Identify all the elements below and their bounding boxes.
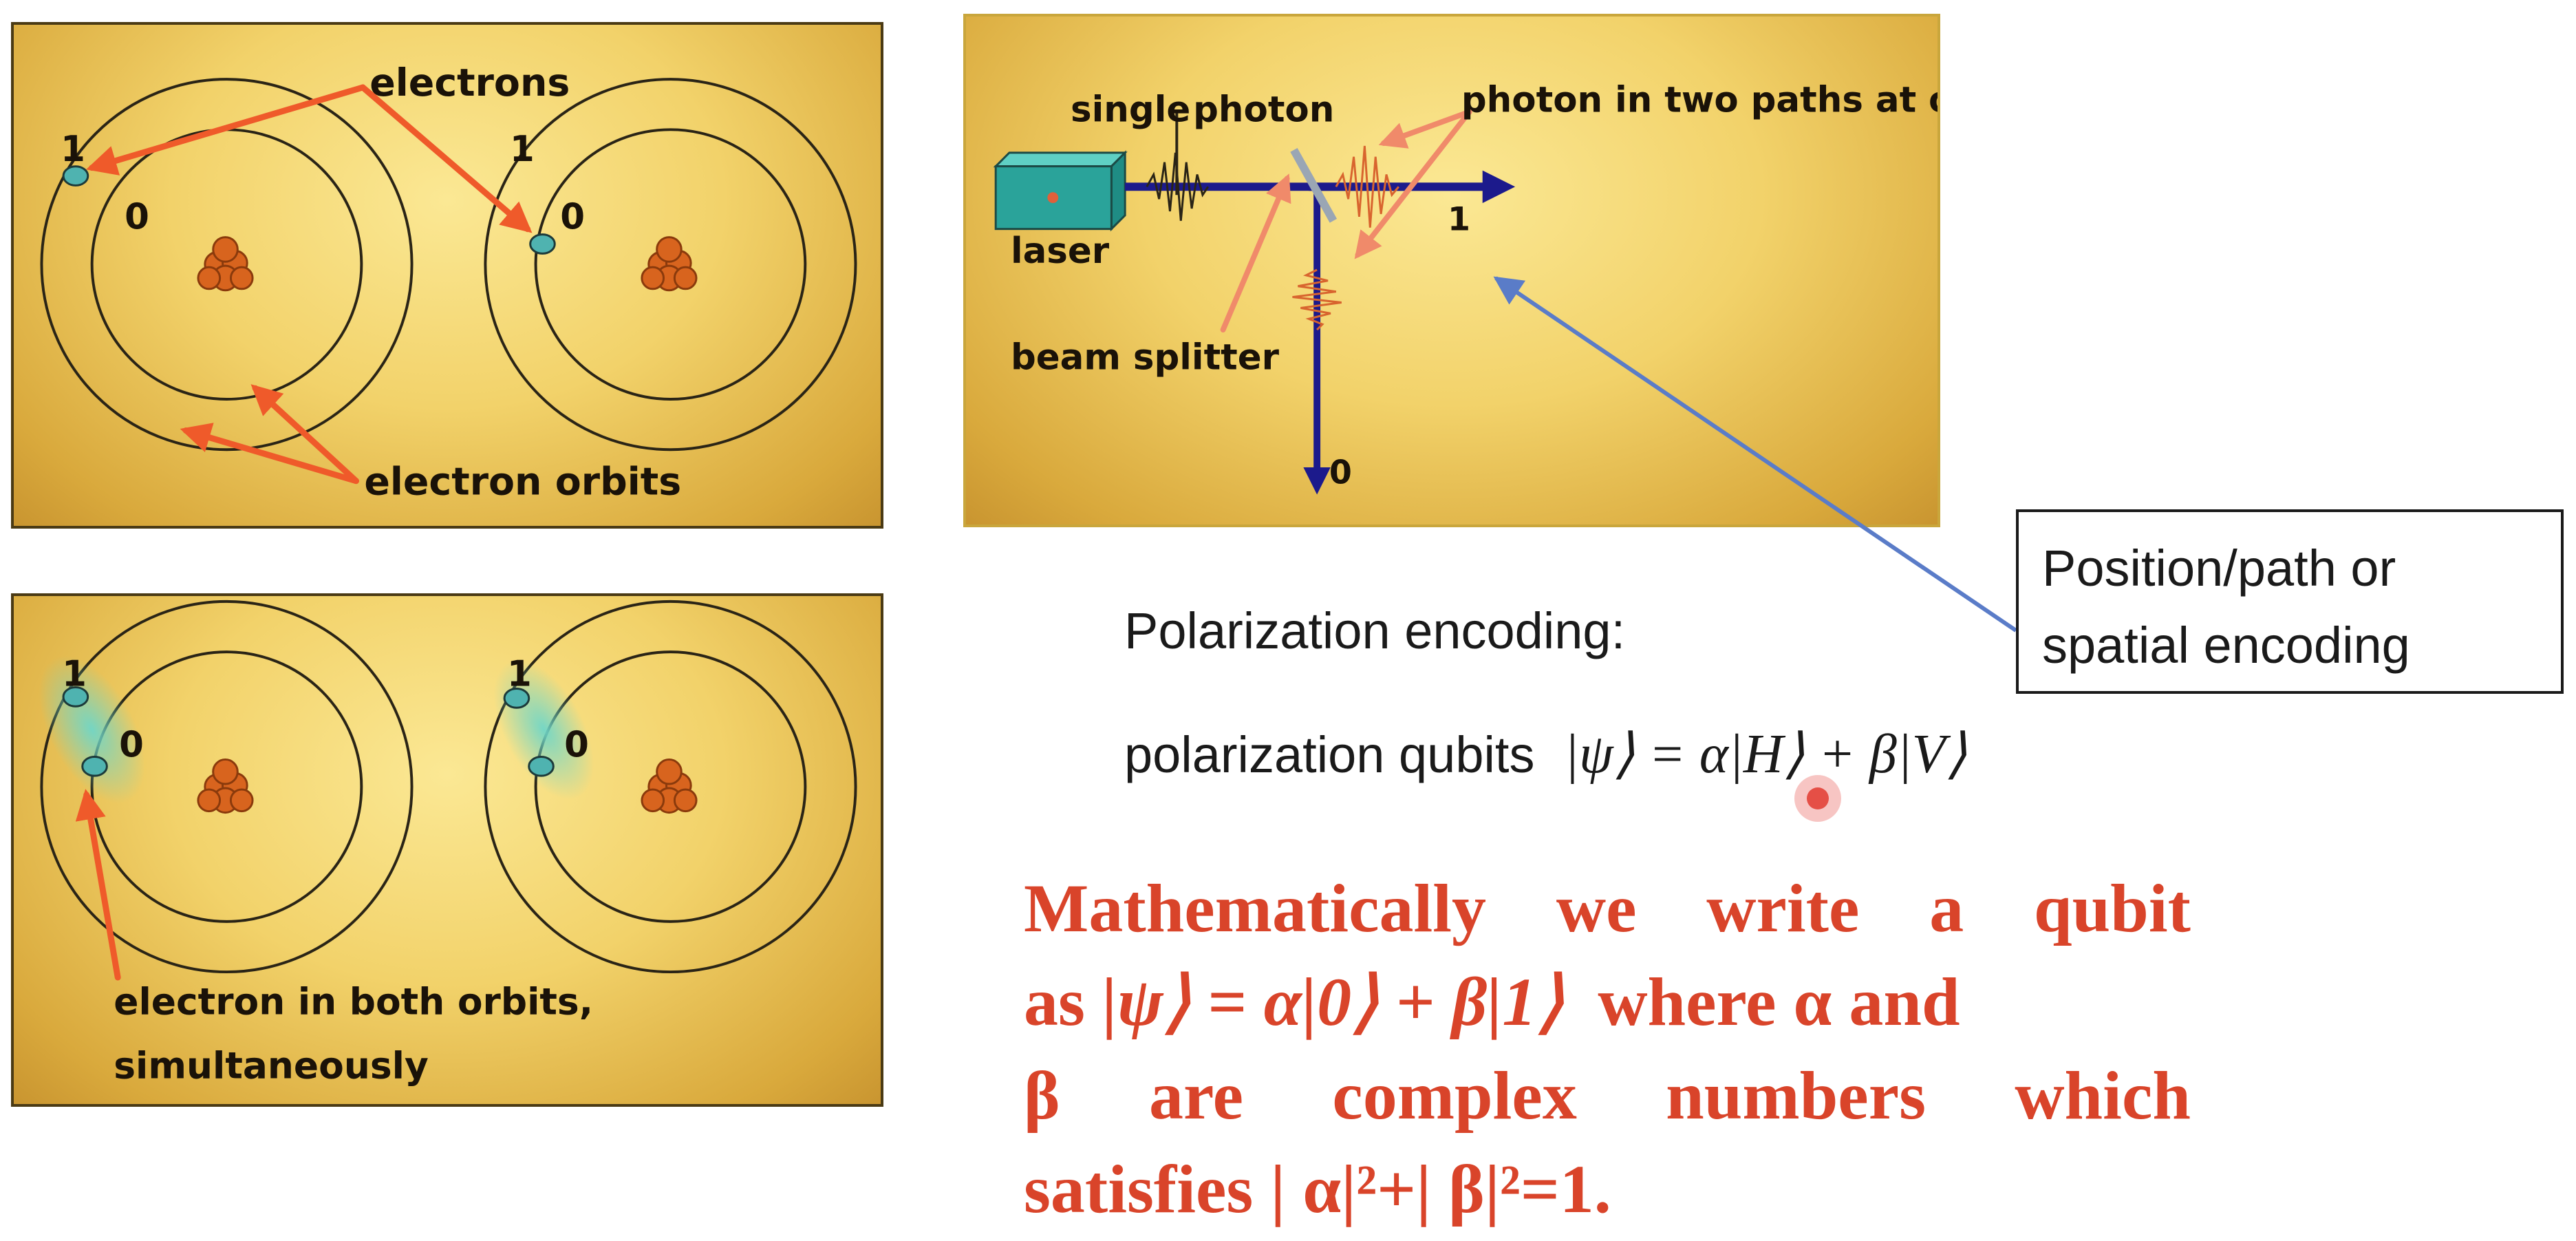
atom-left (39, 600, 414, 974)
label-electron-orbits: electron orbits (364, 460, 681, 504)
laser-icon (993, 150, 1128, 232)
arrow-to-electron-left (86, 84, 366, 176)
beam-splitter-icon (1290, 148, 1338, 223)
label-electrons: electrons (369, 61, 570, 105)
panel-superposition: 1 0 1 0 electron in both orbits, simulta… (11, 593, 883, 1107)
orbit-label-0: 0 (560, 197, 585, 238)
atom-right (484, 78, 857, 452)
math-line-1: Mathematically we write a qubit (1024, 870, 2191, 946)
label-single: single (1071, 89, 1190, 130)
superposition-diagram: 1 0 1 0 electron in both orbits, simulta… (39, 600, 857, 1087)
electron-icon (62, 165, 89, 187)
orbit-label-1: 1 (62, 654, 87, 695)
math-line-2: as |ψ⟩ = α|0⟩ + β|1⟩ where α and (1024, 955, 2191, 1049)
label-photon: photon (1193, 89, 1334, 130)
orbit-label-0: 0 (125, 197, 149, 238)
orbit-label-1: 1 (61, 129, 85, 170)
arrow-to-superposition (75, 789, 121, 981)
photon-wave-icon (1146, 152, 1210, 221)
arrow-to-electron-right (359, 84, 533, 233)
spatial-encoding-line-2: spatial encoding (2042, 617, 2410, 674)
atom-right (484, 600, 857, 974)
orbit-label-0: 0 (564, 724, 589, 765)
superposition-cloud (39, 655, 145, 803)
electron-icon (503, 688, 530, 709)
orbit-label-1: 1 (507, 654, 532, 695)
polarization-formula: |ψ⟩ = α|H⟩ + β|V⟩ (1564, 724, 1967, 785)
label-laser: laser (1011, 231, 1110, 272)
electron-icon (529, 233, 556, 255)
electron-icon (62, 686, 89, 708)
electron-icon (81, 755, 108, 777)
polarization-qubits-label: polarization qubits (1124, 726, 1535, 783)
qubit-formula: |ψ⟩ = α|0⟩ + β|1⟩ (1102, 964, 1564, 1040)
photon-wave-icon (1292, 268, 1342, 331)
arrow-to-inner-orbit (250, 384, 359, 485)
spatial-encoding-box: Position/path or spatial encoding (2016, 509, 2564, 694)
math-line-3: β are complex numbers which (1024, 1057, 2191, 1134)
label-two-paths: photon in two paths at once (1461, 79, 1938, 120)
beam-splitter-diagram: single photon photon in two paths at onc… (993, 79, 1938, 495)
orbits-diagram: electrons electron orbits 1 0 1 0 (40, 61, 857, 504)
photon-wave-icon (1335, 145, 1399, 228)
caption-line-2: simultaneously (114, 1043, 429, 1087)
electron-icon (528, 755, 555, 777)
nucleus-icon (197, 236, 254, 292)
atom-left (40, 78, 414, 452)
nucleus-icon (641, 236, 698, 292)
polarization-qubits-line: polarization qubits |ψ⟩ = α|H⟩ + β|V⟩ (1124, 721, 1967, 786)
caption-line-1: electron in both orbits, (114, 979, 593, 1023)
arrow-to-outer-orbit (180, 423, 359, 485)
nucleus-icon (197, 758, 254, 814)
spatial-encoding-line-1: Position/path or (2042, 540, 2396, 597)
panel-photon-paths: single photon photon in two paths at onc… (963, 14, 1940, 527)
orbit-label-0: 0 (119, 724, 144, 765)
polarization-heading: Polarization encoding: (1124, 602, 1626, 659)
path-label-1: 1 (1448, 201, 1470, 239)
panel-electron-orbits: electrons electron orbits 1 0 1 0 (11, 22, 883, 529)
orbit-label-1: 1 (510, 129, 535, 170)
path-label-0: 0 (1329, 454, 1352, 492)
nucleus-icon (641, 758, 698, 814)
math-line-4: satisfies | α|²+| β|²=1. (1024, 1151, 1611, 1227)
label-beam-splitter: beam splitter (1011, 337, 1280, 378)
qubit-definition: Mathematically we write a qubit as |ψ⟩ =… (1024, 862, 2191, 1236)
